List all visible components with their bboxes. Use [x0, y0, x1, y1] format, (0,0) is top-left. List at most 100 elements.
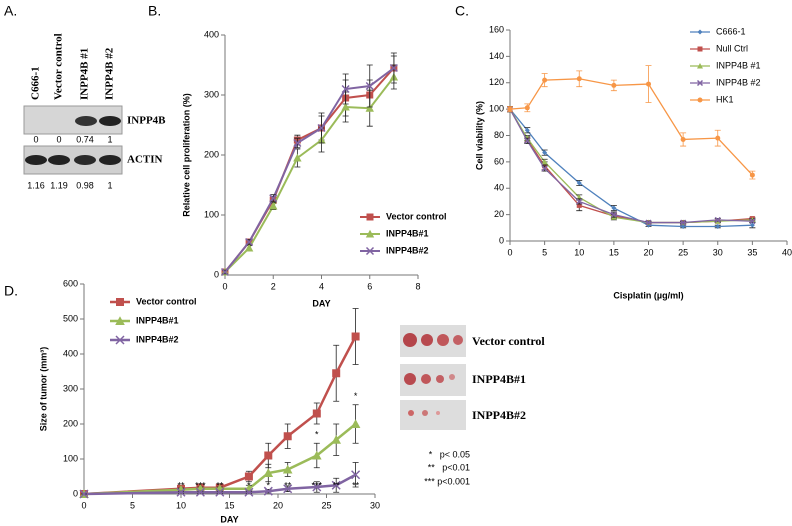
lane-label: C666-1 [30, 66, 42, 100]
marker [645, 219, 652, 226]
y-tick-label: 0 [214, 269, 219, 279]
marker [293, 153, 302, 162]
significance-key: * p< 0.05 [429, 449, 470, 459]
series-line [224, 67, 395, 273]
y-tick-label: 600 [63, 278, 78, 288]
marker [389, 63, 398, 73]
blot-value: 0 [33, 134, 38, 144]
lane-label: INPP4B #2 [104, 47, 116, 100]
marker [244, 243, 254, 252]
x-tick-label: 25 [678, 247, 688, 257]
significance: * [354, 391, 358, 401]
marker [696, 79, 704, 87]
x-tick-label: 30 [370, 500, 380, 510]
y-tick-label: 80 [494, 130, 504, 140]
marker [312, 450, 322, 460]
marker [507, 106, 513, 112]
marker [245, 237, 254, 247]
photo-label: INPP4B#1 [472, 372, 526, 386]
marker [714, 216, 721, 223]
band [74, 155, 96, 165]
marker [341, 84, 350, 94]
marker [365, 229, 375, 238]
series-line [509, 78, 753, 176]
x-tick-label: 35 [747, 247, 757, 257]
marker [749, 218, 756, 225]
y-axis-label: Cell viability (%) [474, 101, 484, 170]
marker [680, 136, 686, 142]
x-tick-label: 10 [574, 247, 584, 257]
marker [524, 105, 530, 111]
blot-value: 0 [56, 134, 61, 144]
series-line [83, 423, 357, 496]
marker [115, 316, 125, 325]
x-tick-label: 6 [367, 281, 372, 291]
marker [79, 489, 89, 499]
marker [317, 123, 326, 133]
x-tick-label: 30 [713, 247, 723, 257]
legend-label: INPP4B#1 [386, 228, 429, 238]
marker [215, 487, 225, 497]
marker [195, 487, 205, 497]
y-tick-label: 60 [494, 156, 504, 166]
marker [611, 205, 617, 211]
marker [715, 135, 721, 141]
y-tick-label: 100 [204, 209, 219, 219]
marker [293, 138, 302, 148]
x-tick-label: 5 [542, 247, 547, 257]
marker [269, 201, 278, 210]
legend-label: Null Ctrl [716, 43, 748, 53]
tumor [421, 374, 431, 384]
marker [610, 211, 617, 218]
legend-label: HK1 [716, 94, 734, 104]
y-tick-label: 400 [204, 29, 219, 39]
marker [524, 127, 530, 133]
significance: *** [195, 480, 206, 490]
marker [283, 484, 293, 494]
marker [715, 223, 721, 229]
marker [115, 335, 125, 345]
blot-value: 0.74 [76, 134, 94, 144]
y-tick-label: 140 [489, 51, 504, 61]
blot-value: 1 [107, 180, 112, 190]
photo-label: INPP4B#2 [472, 408, 526, 422]
marker [351, 470, 361, 480]
significance: ** [333, 480, 341, 490]
legend-label: C666-1 [716, 26, 746, 36]
y-tick-label: 40 [494, 183, 504, 193]
x-tick-label: 25 [321, 500, 331, 510]
lane-label: INPP4B #1 [79, 48, 91, 100]
marker [365, 246, 375, 256]
marker [332, 369, 341, 378]
marker [283, 432, 292, 441]
marker [576, 198, 583, 205]
x-axis-label: DAY [220, 514, 238, 524]
series-line [224, 76, 395, 273]
blot-value: 0.98 [76, 180, 94, 190]
tumor [404, 373, 416, 385]
x-axis-label: DAY [312, 298, 330, 308]
significance-key: ** p<0.01 [428, 462, 470, 472]
marker [282, 464, 293, 474]
marker [697, 97, 703, 103]
band [99, 155, 121, 165]
y-tick-label: 0 [499, 235, 504, 245]
marker [749, 222, 755, 228]
marker [331, 434, 341, 444]
marker [350, 419, 361, 428]
significance-key: *** p<0.001 [424, 476, 470, 486]
marker [269, 194, 278, 203]
marker [312, 482, 322, 492]
significance: * [315, 430, 319, 440]
y-tick-label: 0 [73, 488, 78, 498]
marker [116, 298, 124, 306]
panel-label: A. [4, 3, 17, 19]
x-axis-label: Cisplatin (µg/ml) [613, 290, 683, 300]
x-tick-label: 5 [130, 500, 135, 510]
row-label: ACTIN [127, 154, 163, 166]
band [25, 155, 47, 165]
x-tick-label: 0 [222, 281, 227, 291]
legend-label: INPP4B #2 [716, 77, 761, 87]
marker [263, 468, 274, 477]
marker [680, 219, 687, 226]
